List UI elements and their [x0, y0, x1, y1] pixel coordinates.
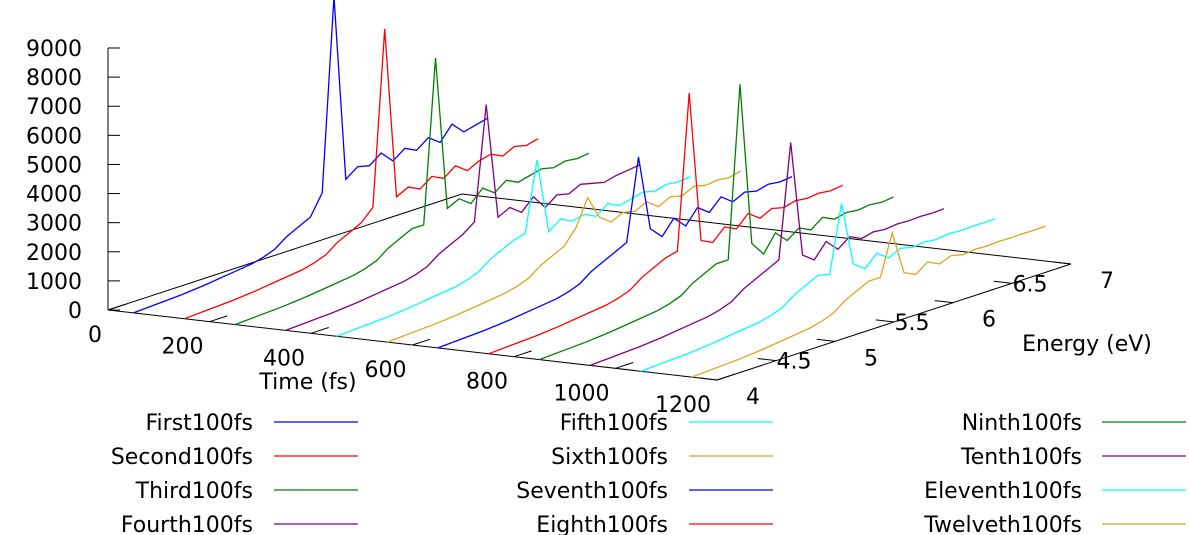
y-tick-label: 5 — [864, 346, 878, 371]
x-tick-label: 400 — [263, 346, 305, 371]
legend-label: Third100fs — [135, 479, 253, 504]
z-tick-label: 2000 — [26, 241, 82, 266]
z-tick-label: 4000 — [26, 183, 82, 208]
legend-label: Sixth100fs — [551, 445, 668, 470]
y-tick-label: 4.5 — [777, 350, 812, 375]
legend-label: Second100fs — [111, 445, 253, 470]
y-axis-label: Energy (eV) — [1022, 332, 1152, 357]
legend-label: Eleventh100fs — [924, 479, 1082, 504]
legend-label: Seventh100fs — [516, 479, 668, 504]
z-tick-label: 9000 — [26, 37, 82, 62]
legend-label: Twelveth100fs — [923, 513, 1082, 535]
x-axis-label: Time (fs) — [258, 370, 356, 395]
x-tick-mark — [412, 338, 431, 346]
tick-labels: 0 1000 2000 3000 4000 5000 6000 7000 8000 9000 0 20… — [26, 37, 1114, 418]
z-tick-label: 0 — [68, 299, 82, 324]
legend-label: Fifth100fs — [560, 411, 668, 436]
series-lines — [133, 0, 1046, 378]
y-tick-mark — [816, 338, 836, 342]
z-tick-label: 1000 — [26, 270, 82, 295]
x-tick-label: 1200 — [655, 393, 711, 418]
y-tick-mark — [698, 377, 718, 381]
base-edge-back — [461, 193, 1072, 265]
series-line-Eighth100fs — [488, 92, 843, 355]
z-tick-label: 3000 — [26, 212, 82, 237]
series-line-Fifth100fs — [336, 159, 691, 337]
legend-label: Ninth100fs — [962, 411, 1082, 436]
series-line-Third100fs — [234, 57, 590, 326]
x-tick-label: 800 — [466, 370, 508, 395]
x-tick-label: 0 — [88, 323, 102, 348]
series-line-Ninth100fs — [539, 84, 894, 361]
x-tick-mark — [513, 350, 532, 358]
y-tick-label: 4 — [746, 385, 760, 410]
series-line-First100fs — [133, 0, 488, 314]
x-tick-mark — [209, 315, 228, 323]
x-tick-mark — [107, 303, 126, 311]
legend-label: Fourth100fs — [121, 513, 253, 535]
y-tick-label: 7 — [1100, 269, 1114, 294]
series-line-Sixth100fs — [386, 170, 742, 343]
y-tick-mark — [934, 300, 954, 304]
series-line-Seventh100fs — [437, 156, 793, 349]
series-line-Second100fs — [183, 28, 539, 320]
y-tick-mark — [1052, 261, 1072, 265]
legend-label: First100fs — [146, 411, 254, 436]
series-line-Fourth100fs — [285, 104, 640, 332]
y-tick-label: 5.5 — [895, 311, 930, 336]
z-tick-label: 8000 — [26, 66, 82, 91]
series-line-Tenth100fs — [589, 142, 945, 367]
x-tick-label: 200 — [162, 335, 204, 360]
z-tick-label: 7000 — [26, 95, 82, 120]
y-tick-mark — [757, 358, 777, 362]
legend-label: Tenth100fs — [960, 445, 1082, 470]
series-line-Eleventh100fs — [640, 203, 996, 372]
legend: First100fs Second100fs Third100fs Fourth100… — [111, 411, 1186, 535]
x-tick-label: 600 — [365, 358, 407, 383]
legend-label: Eighth100fs — [536, 513, 668, 535]
y-tick-label: 6.5 — [1013, 272, 1048, 297]
x-tick-label: 1000 — [554, 381, 610, 406]
x-tick-mark — [615, 362, 634, 369]
base-edge-energy — [107, 193, 463, 311]
y-tick-mark — [993, 280, 1013, 284]
y-tick-label: 6 — [982, 308, 996, 333]
z-tick-label: 6000 — [26, 124, 82, 149]
z-tick-label: 5000 — [26, 153, 82, 178]
x-tick-mark — [310, 327, 329, 334]
x-tick-mark — [716, 373, 735, 381]
series-line-Twelveth100fs — [691, 225, 1046, 378]
y-tick-mark — [875, 319, 895, 323]
